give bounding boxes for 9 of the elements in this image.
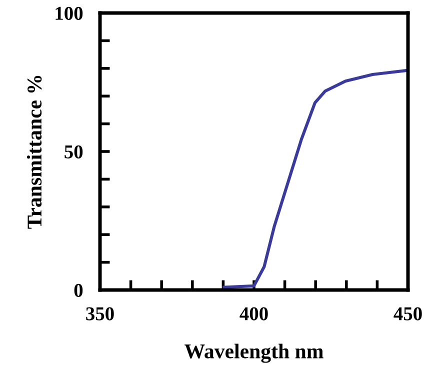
x-tick-label: 400 <box>240 307 268 320</box>
x-tick-label: 350 <box>86 307 114 320</box>
y-axis-title: Transmittance % <box>26 76 42 229</box>
line-series <box>222 68 408 289</box>
x-axis-title: Wavelength nm <box>184 344 324 363</box>
y-tick-label: 100 <box>56 6 83 20</box>
x-tick-label: 450 <box>394 307 422 320</box>
y-tick-label: 0 <box>74 284 83 297</box>
y-tick-label: 50 <box>64 145 83 158</box>
